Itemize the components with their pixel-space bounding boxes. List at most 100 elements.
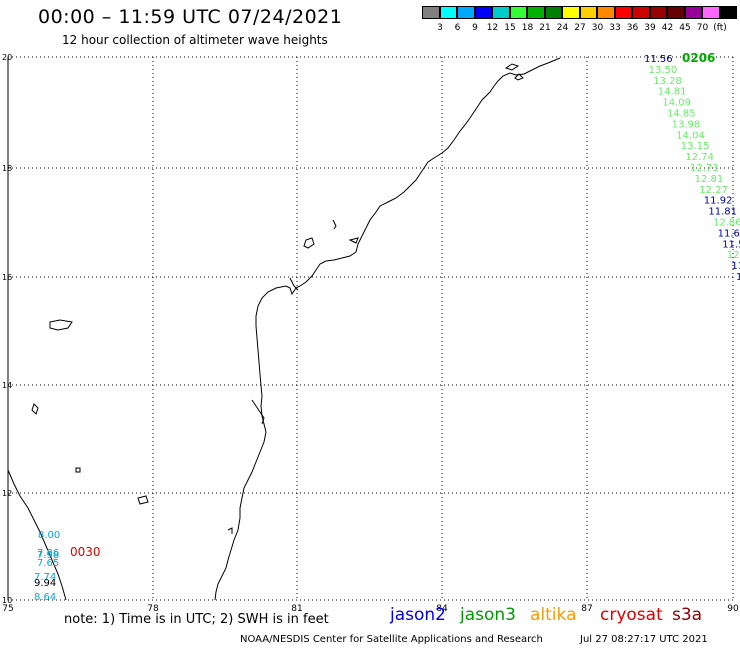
legend-swatch xyxy=(562,6,580,19)
swh-value: 7.98 xyxy=(37,550,59,561)
swh-value: 12.81 xyxy=(695,174,724,185)
coastline-tiny-islet-2 xyxy=(137,495,149,505)
y-tick-label: 12 xyxy=(2,489,12,498)
swh-value: 11.92 xyxy=(704,196,733,207)
legend-swatch xyxy=(667,6,685,19)
coastline-east-india xyxy=(214,57,561,601)
x-tick-label: 87 xyxy=(581,604,592,614)
footnote: note: 1) Time is in UTC; 2) SWH is in fe… xyxy=(64,612,329,627)
legend-label: 3 xyxy=(437,23,443,33)
swh-value: 7.86 xyxy=(37,548,59,559)
x-tick-label: 75 xyxy=(2,604,13,614)
swh-value: 11.56 xyxy=(644,54,673,65)
legend-swatch xyxy=(719,6,737,19)
legend-label: 9 xyxy=(472,23,478,33)
axis-tick-labels: 75 78 81 84 87 90 20 18 16 14 12 10 xyxy=(2,53,739,614)
legend-label: 45 xyxy=(679,23,691,33)
swh-value: 8.00 xyxy=(38,530,60,541)
legend-label: 33 xyxy=(609,23,621,33)
coastline-andaman-islet xyxy=(49,319,73,331)
swh-value: 7.74 xyxy=(34,572,56,583)
legend-label: 36 xyxy=(626,23,639,33)
swh-value: 11.68 xyxy=(718,228,740,239)
legend-label: 12 xyxy=(486,23,499,33)
legend-label: 70 xyxy=(696,23,709,33)
coastline-islet-3 xyxy=(348,237,359,244)
legend-label: 27 xyxy=(574,23,586,33)
swh-value: 13.28 xyxy=(653,76,682,87)
legend-label: (ft) xyxy=(713,23,727,33)
swh-value: 13.98 xyxy=(672,119,701,130)
map-grid xyxy=(8,56,734,601)
coastline-islands-north xyxy=(504,63,524,81)
coastline-delta-islet xyxy=(303,237,315,249)
swh-value: 14.04 xyxy=(676,130,705,141)
legend-label: 24 xyxy=(556,23,569,33)
legend-swatch xyxy=(702,6,720,19)
coastline-small-islet xyxy=(31,403,39,415)
legend-swatch xyxy=(422,6,440,19)
swh-value: 14.85 xyxy=(667,109,696,120)
coastline xyxy=(7,57,561,601)
legend-swatch xyxy=(457,6,475,19)
swh-value: 13.50 xyxy=(649,65,678,76)
legend-swatch xyxy=(527,6,545,19)
swh-value: 14.81 xyxy=(658,87,687,98)
swh-value: 12.27 xyxy=(699,185,728,196)
legend-swatch xyxy=(579,6,597,19)
legend-label: 42 xyxy=(661,23,674,33)
coastline-coastal-loop xyxy=(251,399,265,425)
track-id-0030: 0030 xyxy=(70,545,101,559)
y-tick-label: 14 xyxy=(2,381,12,390)
swh-value: 13.15 xyxy=(681,141,710,152)
coastline-islet-2 xyxy=(332,219,337,230)
satellite-cryosat: cryosat xyxy=(600,605,663,625)
timestamp-text: Jul 27 08:27:17 UTC 2021 xyxy=(580,634,708,645)
satellite-altika: altika xyxy=(530,605,577,625)
legend-swatch xyxy=(509,6,527,19)
swh-value: 7.65 xyxy=(37,558,59,569)
x-tick-label: 84 xyxy=(436,604,448,614)
coastline-lanka-north xyxy=(289,277,299,291)
x-tick-label: 81 xyxy=(291,604,302,614)
coastline-tiny-islet-1 xyxy=(75,467,81,473)
coastline-west-shore xyxy=(7,469,67,601)
satellite-jason3: jason3 xyxy=(460,605,516,625)
track-0030: 0030 8.00 7.867.987.65 7.749.94 8.64 xyxy=(34,530,101,603)
legend-label: 21 xyxy=(539,23,551,33)
x-tick-label: 90 xyxy=(727,604,739,614)
swh-value: 8.64 xyxy=(34,592,56,603)
legend-label: 30 xyxy=(591,23,604,33)
swh-value: 9.94 xyxy=(34,578,56,589)
legend-label: 39 xyxy=(644,23,656,33)
swh-value: 12.86 xyxy=(713,218,740,229)
y-tick-label: 20 xyxy=(2,53,12,62)
legend-swatch xyxy=(439,6,457,19)
legend-label: 18 xyxy=(521,23,534,33)
legend-swatch xyxy=(684,6,702,19)
legend-swatch xyxy=(544,6,562,19)
legend-swatch xyxy=(597,6,615,19)
swh-value: 11.6 xyxy=(731,261,740,272)
coastline-tiny-islet-3 xyxy=(227,527,233,534)
swh-value: 12.5 xyxy=(727,250,740,261)
legend-label: 6 xyxy=(454,23,461,33)
swh-value: 10.6 xyxy=(736,272,740,283)
swh-value: 14.09 xyxy=(662,98,691,109)
y-tick-label: 16 xyxy=(2,273,12,282)
legend-swatch xyxy=(492,6,510,19)
x-tick-label: 78 xyxy=(147,604,159,614)
swh-value: 11.52 xyxy=(722,239,740,250)
legend-label: 15 xyxy=(504,23,516,33)
swh-value: 12.74 xyxy=(685,152,714,163)
swh-value: 11.81 xyxy=(708,207,737,218)
satellite-s3a: s3a xyxy=(672,605,703,625)
credit-text: NOAA/NESDIS Center for Satellite Applica… xyxy=(240,634,543,645)
satellite-jason2: jason2 xyxy=(390,605,446,625)
legend-swatch xyxy=(632,6,650,19)
legend-swatch xyxy=(649,6,667,19)
track-id-0206: 0206 xyxy=(682,51,715,65)
track-0206: 020611.5613.5013.2814.8114.0914.8513.981… xyxy=(644,51,740,283)
legend-swatch xyxy=(474,6,492,19)
